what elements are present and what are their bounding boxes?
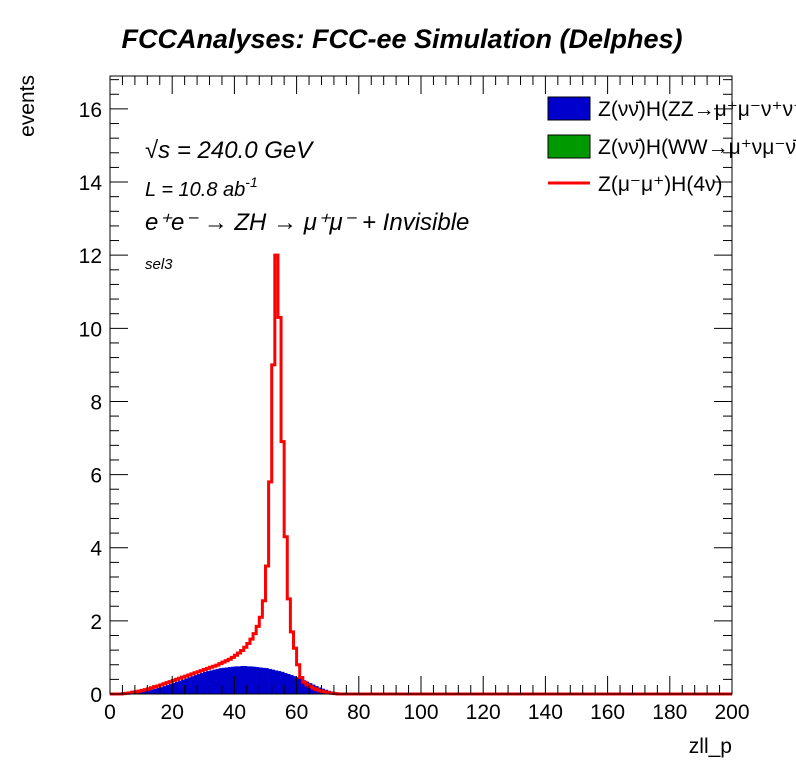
- legend-swatch-zz: [547, 96, 591, 121]
- hist-bin-series-0-bin-37: [224, 667, 229, 695]
- hist-bin-series-0-bin-54: [277, 671, 282, 695]
- x-tick-label: 60: [285, 701, 308, 724]
- x-tick-label: 80: [347, 701, 370, 724]
- hist-bin-series-0-bin-17: [162, 686, 167, 695]
- hist-bin-series-0-bin-41: [237, 666, 241, 695]
- y-tick-label: 12: [79, 245, 102, 268]
- x-tick-label: 0: [104, 701, 116, 724]
- hist-bin-series-0-bin-49: [262, 667, 266, 695]
- hist-bin-series-0-bin-42: [240, 666, 244, 695]
- y-tick-label: 4: [90, 538, 102, 561]
- legend-swatch-ww: [547, 134, 591, 159]
- annotation-process: e⁺e⁻ → ZH → μ⁺μ⁻ + Invisible: [145, 209, 469, 236]
- annotation-selection: sel3: [145, 256, 173, 273]
- hist-bin-series-0-bin-26: [190, 676, 195, 695]
- annotation-luminosity-exponent: -1: [245, 174, 257, 190]
- x-tick-label: 120: [466, 701, 501, 724]
- hist-bin-series-0-bin-30: [203, 671, 207, 695]
- hist-bin-series-0-bin-46: [252, 666, 257, 695]
- hist-bin-series-0-bin-33: [212, 669, 216, 695]
- series-line-2: [110, 253, 732, 696]
- hist-bin-series-0-bin-25: [187, 677, 192, 695]
- x-tick-label: 140: [528, 701, 563, 724]
- y-tick-label: 14: [79, 172, 103, 195]
- hist-bin-series-0-bin-53: [274, 670, 279, 695]
- hist-bin-series-0-bin-22: [178, 680, 182, 695]
- chart-title: FCCAnalyses: FCC-ee Simulation (Delphes): [121, 24, 682, 54]
- legend: Z(νν̄)H(ZZ→μ⁺μ⁻ν⁺ν⁻) Z(νν̄)H(WW→μ⁺νμ⁻ν̄)…: [547, 96, 796, 196]
- annotation-sqrt-s: √s = 240.0 GeV: [145, 137, 314, 164]
- x-tick-label: 160: [590, 701, 625, 724]
- x-tick-label: 100: [403, 701, 438, 724]
- hist-bin-series-0-bin-29: [199, 672, 204, 695]
- y-tick-label: 0: [90, 684, 102, 707]
- legend-label-zz: Z(νν̄)H(ZZ→μ⁺μ⁻ν⁺ν⁻): [598, 98, 796, 121]
- annotation-luminosity: L = 10.8 ab-1: [145, 174, 258, 201]
- y-tick-label: 16: [79, 99, 102, 122]
- hist-bin-series-0-bin-38: [227, 667, 232, 695]
- x-tick-label: 40: [223, 701, 246, 724]
- y-tick-label: 6: [90, 465, 102, 488]
- x-tick-label: 180: [652, 701, 687, 724]
- annotation-luminosity-text: L = 10.8 ab: [145, 179, 245, 201]
- x-tick-label: 20: [161, 701, 184, 724]
- legend-label-signal: Z(μ⁻μ⁺)H(4ν): [598, 173, 723, 196]
- hist-bin-series-0-bin-57: [287, 674, 291, 695]
- y-axis-label: events: [16, 75, 39, 137]
- axes: 0 20 40 60 80 100 120 140 160 180 200 0 2 4 6 8 10 12 14 16: [79, 75, 750, 724]
- y-tick-label: 8: [90, 391, 102, 414]
- hist-bin-series-0-bin-50: [265, 668, 269, 695]
- annotations: √s = 240.0 GeV L = 10.8 ab-1 e⁺e⁻ → ZH →…: [145, 137, 469, 273]
- hist-bin-series-0-bin-45: [249, 666, 254, 695]
- hist-bin-series-0-bin-14: [153, 688, 157, 695]
- hist-bin-series-0-bin-34: [215, 668, 220, 695]
- hist-bin-series-0-bin-21: [175, 681, 179, 695]
- x-axis-label: zll_p: [689, 735, 732, 758]
- hist-bin-series-0-bin-58: [290, 675, 294, 695]
- hist-bin-series-0-bin-18: [165, 685, 170, 695]
- x-tick-label: 200: [714, 701, 749, 724]
- legend-label-ww: Z(νν̄)H(WW→μ⁺νμ⁻ν̄): [598, 136, 796, 159]
- y-tick-label: 2: [90, 611, 102, 634]
- y-tick-label: 10: [79, 318, 102, 341]
